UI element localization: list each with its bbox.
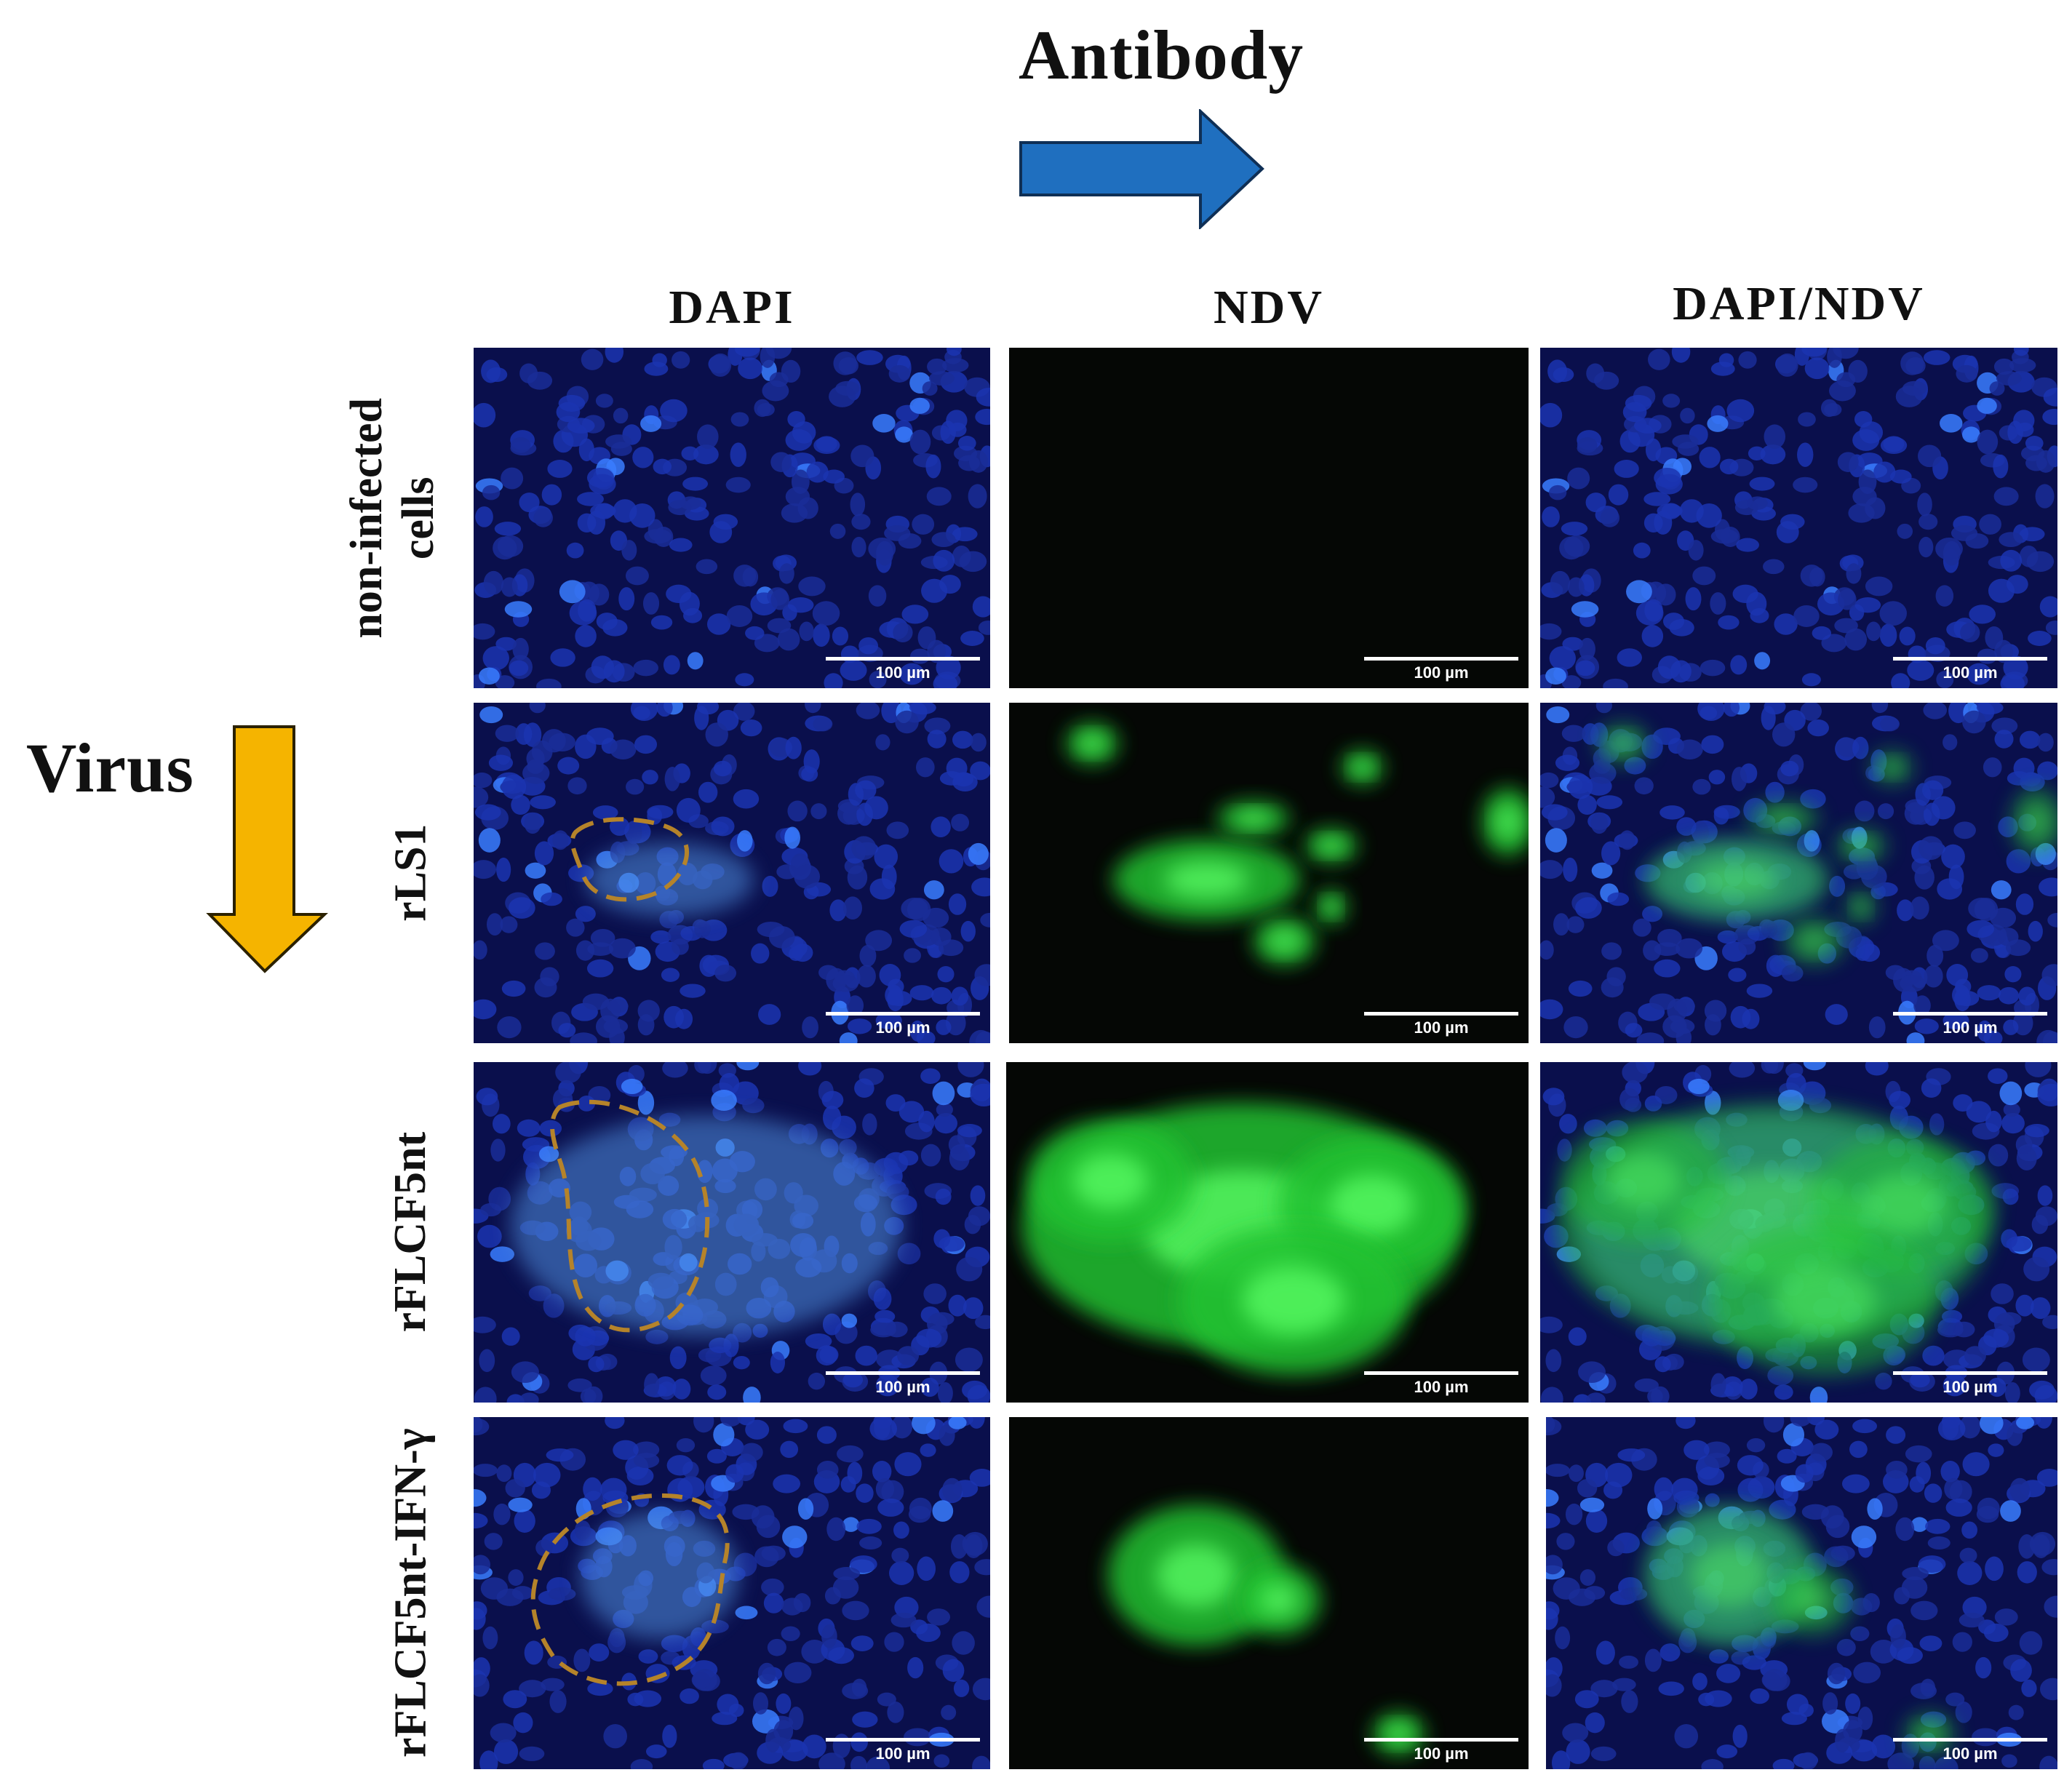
scale-bar: 100 µm — [826, 1738, 980, 1763]
antibody-title: Antibody — [1019, 16, 1304, 94]
column-label-dapi: DAPI — [669, 281, 795, 334]
scale-bar: 100 µm — [1364, 657, 1518, 682]
micrograph-dapi-rls1: 100 µm — [474, 703, 990, 1043]
row-label-rflcf5nt-ifn: rFLCF5nt-IFN-γ — [386, 1428, 436, 1758]
scale-bar: 100 µm — [1364, 1738, 1518, 1763]
micrograph-merge-rflcf5nt: 100 µm — [1540, 1062, 2057, 1403]
scale-bar: 100 µm — [826, 657, 980, 682]
scale-bar: 100 µm — [826, 1371, 980, 1397]
scale-bar: 100 µm — [1364, 1371, 1518, 1397]
micrograph-ndv-rflcf5nt: 100 µm — [1006, 1062, 1529, 1403]
column-label-ndv: NDV — [1214, 281, 1324, 334]
row-label-rflcf5nt: rFLCF5nt — [386, 1132, 436, 1333]
column-label-merge: DAPI/NDV — [1673, 277, 1925, 330]
row-label-rls1: rLS1 — [386, 823, 436, 922]
micrograph-merge-non-infected: 100 µm — [1540, 348, 2057, 688]
scale-bar: 100 µm — [1893, 1012, 2047, 1037]
scale-bar: 100 µm — [1893, 1738, 2047, 1763]
arrow-down-icon — [206, 725, 329, 973]
arrow-right-icon — [1019, 109, 1264, 229]
virus-title: Virus — [26, 729, 194, 807]
micrograph-ndv-non-infected: 100 µm — [1009, 348, 1529, 688]
scale-bar: 100 µm — [1364, 1012, 1518, 1037]
micrograph-dapi-rflcf5nt: 100 µm — [474, 1062, 990, 1403]
scale-bar: 100 µm — [1893, 1371, 2047, 1397]
row-label-non-infected: non-infected cells — [341, 397, 443, 639]
micrograph-merge-rflcf5nt-ifn: 100 µm — [1546, 1417, 2057, 1769]
micrograph-ndv-rflcf5nt-ifn: 100 µm — [1009, 1417, 1529, 1769]
scale-bar: 100 µm — [1893, 657, 2047, 682]
micrograph-merge-rls1: 100 µm — [1540, 703, 2057, 1043]
scale-bar: 100 µm — [826, 1012, 980, 1037]
micrograph-dapi-non-infected: 100 µm — [474, 348, 990, 688]
micrograph-dapi-rflcf5nt-ifn: 100 µm — [474, 1417, 990, 1769]
micrograph-ndv-rls1: 100 µm — [1009, 703, 1529, 1043]
